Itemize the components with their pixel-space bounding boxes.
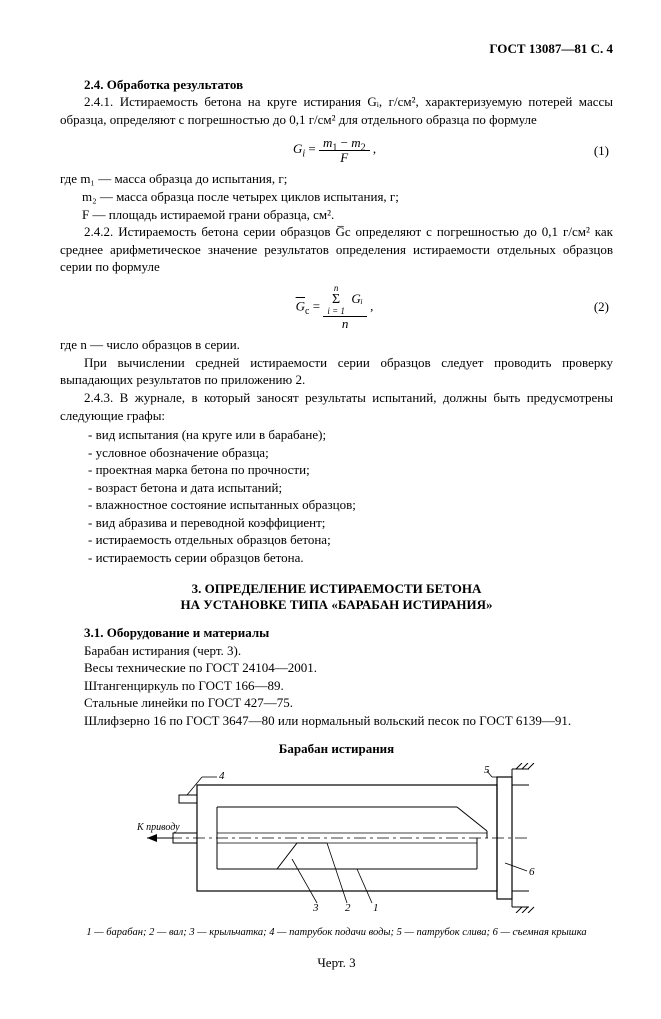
para-2-4-3: 2.4.3. В журнале, в который заносят резу… bbox=[60, 389, 613, 424]
fig-label-5: 5 bbox=[484, 764, 490, 776]
list-item: проектная марка бетона по прочности; bbox=[88, 461, 613, 479]
para-2-4-1: 2.4.1. Истираемость бетона на круге исти… bbox=[60, 93, 613, 128]
formula-2: Gc = n Σ i = 1 Gᵢ n , (2) bbox=[60, 284, 613, 331]
figure-number: Черт. 3 bbox=[60, 954, 613, 972]
list-item: вид абразива и переводной коэффициент; bbox=[88, 514, 613, 532]
equip-2: Весы технические по ГОСТ 24104—2001. bbox=[60, 659, 613, 677]
heading-2-4: 2.4. Обработка результатов bbox=[60, 76, 613, 94]
figure-caption: 1 — барабан; 2 — вал; 3 — крыльчатка; 4 … bbox=[60, 926, 613, 940]
fig-label-1: 1 bbox=[373, 902, 379, 913]
figure-title: Барабан истирания bbox=[60, 740, 613, 758]
list-item: истираемость серии образцов бетона. bbox=[88, 549, 613, 567]
para-avg-check: При вычислении средней истираемости сери… bbox=[60, 354, 613, 389]
list-item: возраст бетона и дата испытаний; bbox=[88, 479, 613, 497]
list-item: истираемость отдельных образцов бетона; bbox=[88, 531, 613, 549]
journal-columns-list: вид испытания (на круге или в барабане);… bbox=[88, 426, 613, 566]
where-block-2: где n — число образцов в серии. bbox=[60, 336, 613, 354]
equip-5: Шлифзерно 16 по ГОСТ 3647—80 или нормаль… bbox=[60, 712, 613, 730]
heading-3-1: 3.1. Оборудование и материалы bbox=[60, 624, 613, 642]
f1-lhs: G bbox=[293, 141, 302, 156]
fig-label-4: 4 bbox=[219, 770, 225, 782]
formula-1-no: (1) bbox=[376, 142, 613, 160]
equip-1: Барабан истирания (черт. 3). bbox=[60, 642, 613, 660]
list-item: вид испытания (на круге или в барабане); bbox=[88, 426, 613, 444]
figure-drum: 4 5 6 1 2 3 К приводу bbox=[60, 763, 613, 918]
page-header: ГОСТ 13087—81 С. 4 bbox=[60, 40, 613, 58]
fig-label-2: 2 bbox=[345, 902, 351, 913]
equip-3: Штангенциркуль по ГОСТ 166—89. bbox=[60, 677, 613, 695]
fig-label-kpriv: К приводу bbox=[136, 822, 180, 833]
heading-3: 3. ОПРЕДЕЛЕНИЕ ИСТИРАЕМОСТИ БЕТОНА НА УС… bbox=[60, 581, 613, 615]
formula-2-no: (2) bbox=[373, 298, 613, 316]
where-block-1: где m₁ — масса образца до испытания, г; … bbox=[60, 170, 613, 223]
f2-lhs: G bbox=[296, 298, 305, 313]
para-2-4-2: 2.4.2. Истираемость бетона серии образцо… bbox=[60, 223, 613, 276]
fig-label-3: 3 bbox=[312, 902, 319, 913]
list-item: влажностное состояние испытанных образцо… bbox=[88, 496, 613, 514]
formula-1: Gi = m1 − m2 F , (1) bbox=[60, 136, 613, 164]
list-item: условное обозначение образца; bbox=[88, 444, 613, 462]
fig-label-6: 6 bbox=[529, 866, 535, 878]
equip-4: Стальные линейки по ГОСТ 427—75. bbox=[60, 694, 613, 712]
